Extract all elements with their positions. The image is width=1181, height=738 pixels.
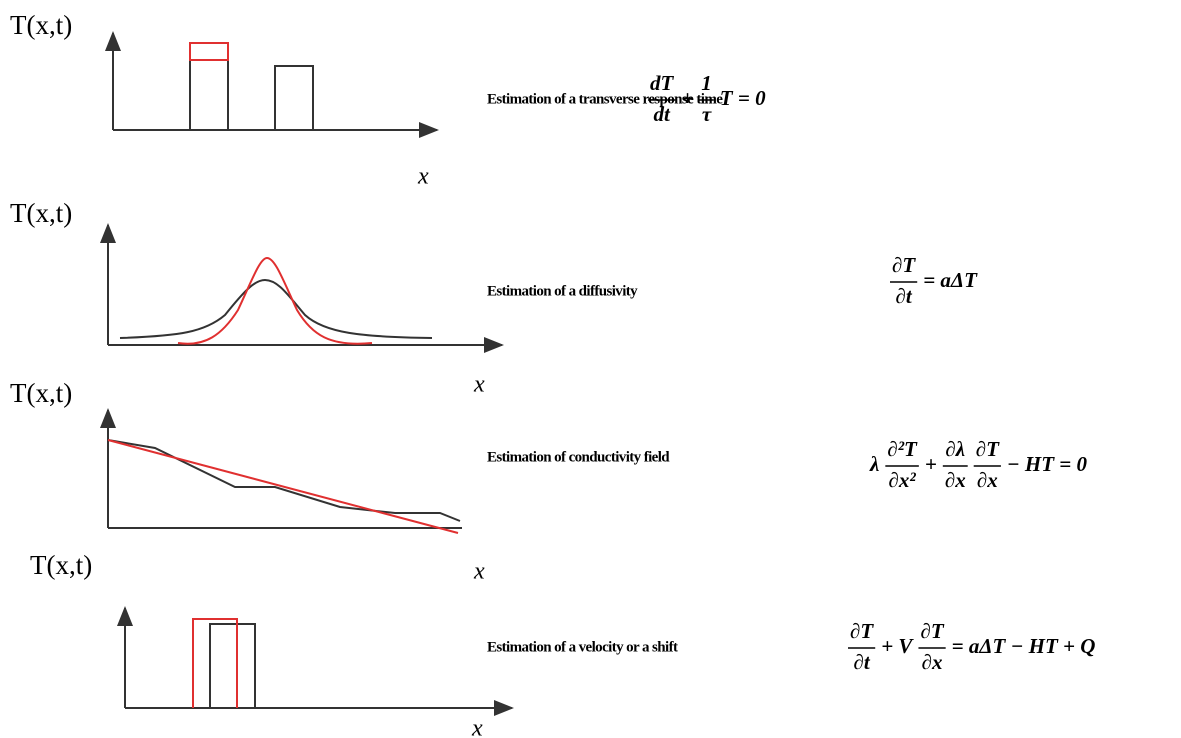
equation-denominator: ∂x (977, 468, 998, 492)
equation-denominator: dt (653, 102, 671, 126)
description: Estimation of a velocity or a shift (487, 639, 678, 655)
equation-denominator: ∂t (896, 284, 913, 308)
equation-text: + (925, 452, 937, 476)
equation-numerator: ∂T (892, 253, 916, 277)
red-curve (192, 618, 238, 708)
panel-3: T(x,t) x Estimation of conductivity fiel… (10, 378, 671, 585)
equation-text: + V (881, 634, 914, 658)
panel-2: T(x,t) x Estimation of a diffusivity (10, 198, 639, 398)
equation-numerator: dT (650, 71, 675, 95)
red-curve (189, 42, 229, 61)
y-label: T(x,t) (10, 10, 72, 40)
red-curve (177, 256, 373, 345)
red-curve (107, 439, 459, 534)
equation-numerator: ∂T (920, 619, 944, 643)
x-label: x (473, 372, 485, 398)
equation-text: = aΔT (923, 268, 978, 292)
equation-text: T = 0 (720, 86, 766, 110)
equation-denominator: τ (702, 102, 712, 126)
y-label: T(x,t) (10, 378, 72, 408)
black-curve (189, 59, 314, 130)
equation-denominator: ∂x (922, 650, 943, 674)
description: Estimation of conductivity field (487, 449, 670, 465)
equation-text: − HT = 0 (1007, 452, 1088, 476)
x-label: x (417, 164, 429, 190)
x-label: x (471, 716, 483, 738)
equation-text: = aΔT − HT + Q (952, 634, 1096, 658)
equation-text: λ (869, 452, 879, 476)
panel-1: T(x,t) x Estimation of a transverse resp… (10, 10, 724, 190)
black-curve (209, 623, 256, 708)
description: Estimation of a transverse response time (487, 91, 723, 107)
equation-numerator: ∂²T (887, 437, 918, 461)
description: Estimation of a diffusivity (487, 283, 638, 299)
equation-text: + (681, 86, 693, 110)
equation-denominator: ∂x (945, 468, 966, 492)
y-label: T(x,t) (30, 550, 92, 580)
x-label: x (473, 559, 485, 585)
black-curve (107, 439, 461, 522)
equation-numerator: ∂T (850, 619, 874, 643)
black-curve (119, 278, 433, 339)
equation-numerator: ∂λ (945, 437, 965, 461)
equation-numerator: ∂T (976, 437, 1000, 461)
y-label: T(x,t) (10, 198, 72, 228)
equation-denominator: ∂t (854, 650, 871, 674)
equation-denominator: ∂x² (888, 468, 916, 492)
panel-4: T(x,t) x Estimation of a velocity or a s… (30, 550, 679, 738)
equation-numerator: 1 (701, 71, 712, 95)
